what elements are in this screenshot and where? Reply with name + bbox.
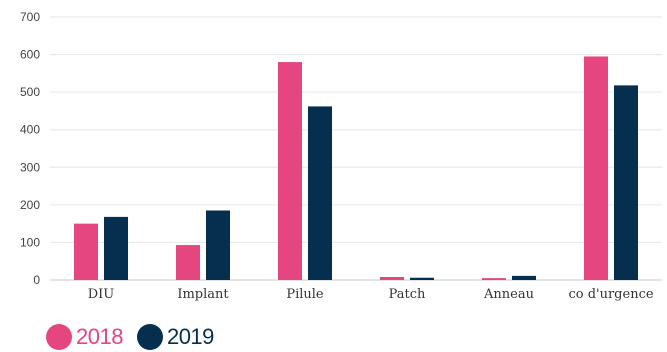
bar-2019-2	[308, 106, 332, 280]
bar-2018-3	[380, 277, 404, 280]
x-tick-label-5: co d'urgence	[568, 287, 653, 302]
x-tick-label-2: Pilule	[286, 287, 324, 302]
y-tick-label-200: 200	[20, 198, 40, 212]
bar-2018-2	[278, 62, 302, 280]
bar-2019-0	[104, 217, 128, 280]
x-tick-label-3: Patch	[389, 287, 426, 302]
bar-2019-5	[614, 85, 638, 280]
legend-item-2018: 2018	[46, 324, 123, 350]
legend: 2018 2019	[46, 322, 214, 352]
x-tick-label-1: Implant	[177, 287, 229, 302]
legend-label-2019: 2019	[167, 324, 214, 350]
y-tick-label-100: 100	[20, 235, 40, 249]
legend-label-2018: 2018	[76, 324, 123, 350]
y-tick-label-600: 600	[20, 48, 40, 62]
bar-2019-4	[512, 276, 536, 280]
legend-item-2019: 2019	[137, 324, 214, 350]
bar-2018-1	[176, 245, 200, 280]
y-tick-label-0: 0	[33, 273, 40, 287]
bar-chart: 0 100 200 300 400 500 600 700 DIU Implant Pilule P…	[0, 0, 667, 320]
bar-2019-3	[410, 278, 434, 280]
legend-swatch-2018	[46, 324, 72, 350]
y-tick-label-300: 300	[20, 160, 40, 174]
bar-2019-1	[206, 210, 230, 280]
grid-lines	[50, 17, 662, 280]
legend-swatch-2019	[137, 324, 163, 350]
y-tick-label-500: 500	[20, 85, 40, 99]
x-tick-label-0: DIU	[88, 287, 115, 302]
bar-2018-5	[584, 56, 608, 280]
bars	[74, 56, 638, 280]
y-axis: 0 100 200 300 400 500 600 700	[20, 10, 40, 287]
bar-2018-4	[482, 278, 506, 280]
bar-2018-0	[74, 224, 98, 280]
y-tick-label-400: 400	[20, 123, 40, 137]
y-tick-label-700: 700	[20, 10, 40, 24]
x-tick-label-4: Anneau	[483, 287, 534, 302]
x-axis: DIU Implant Pilule Patch Anneau co d'urgence	[88, 287, 654, 302]
